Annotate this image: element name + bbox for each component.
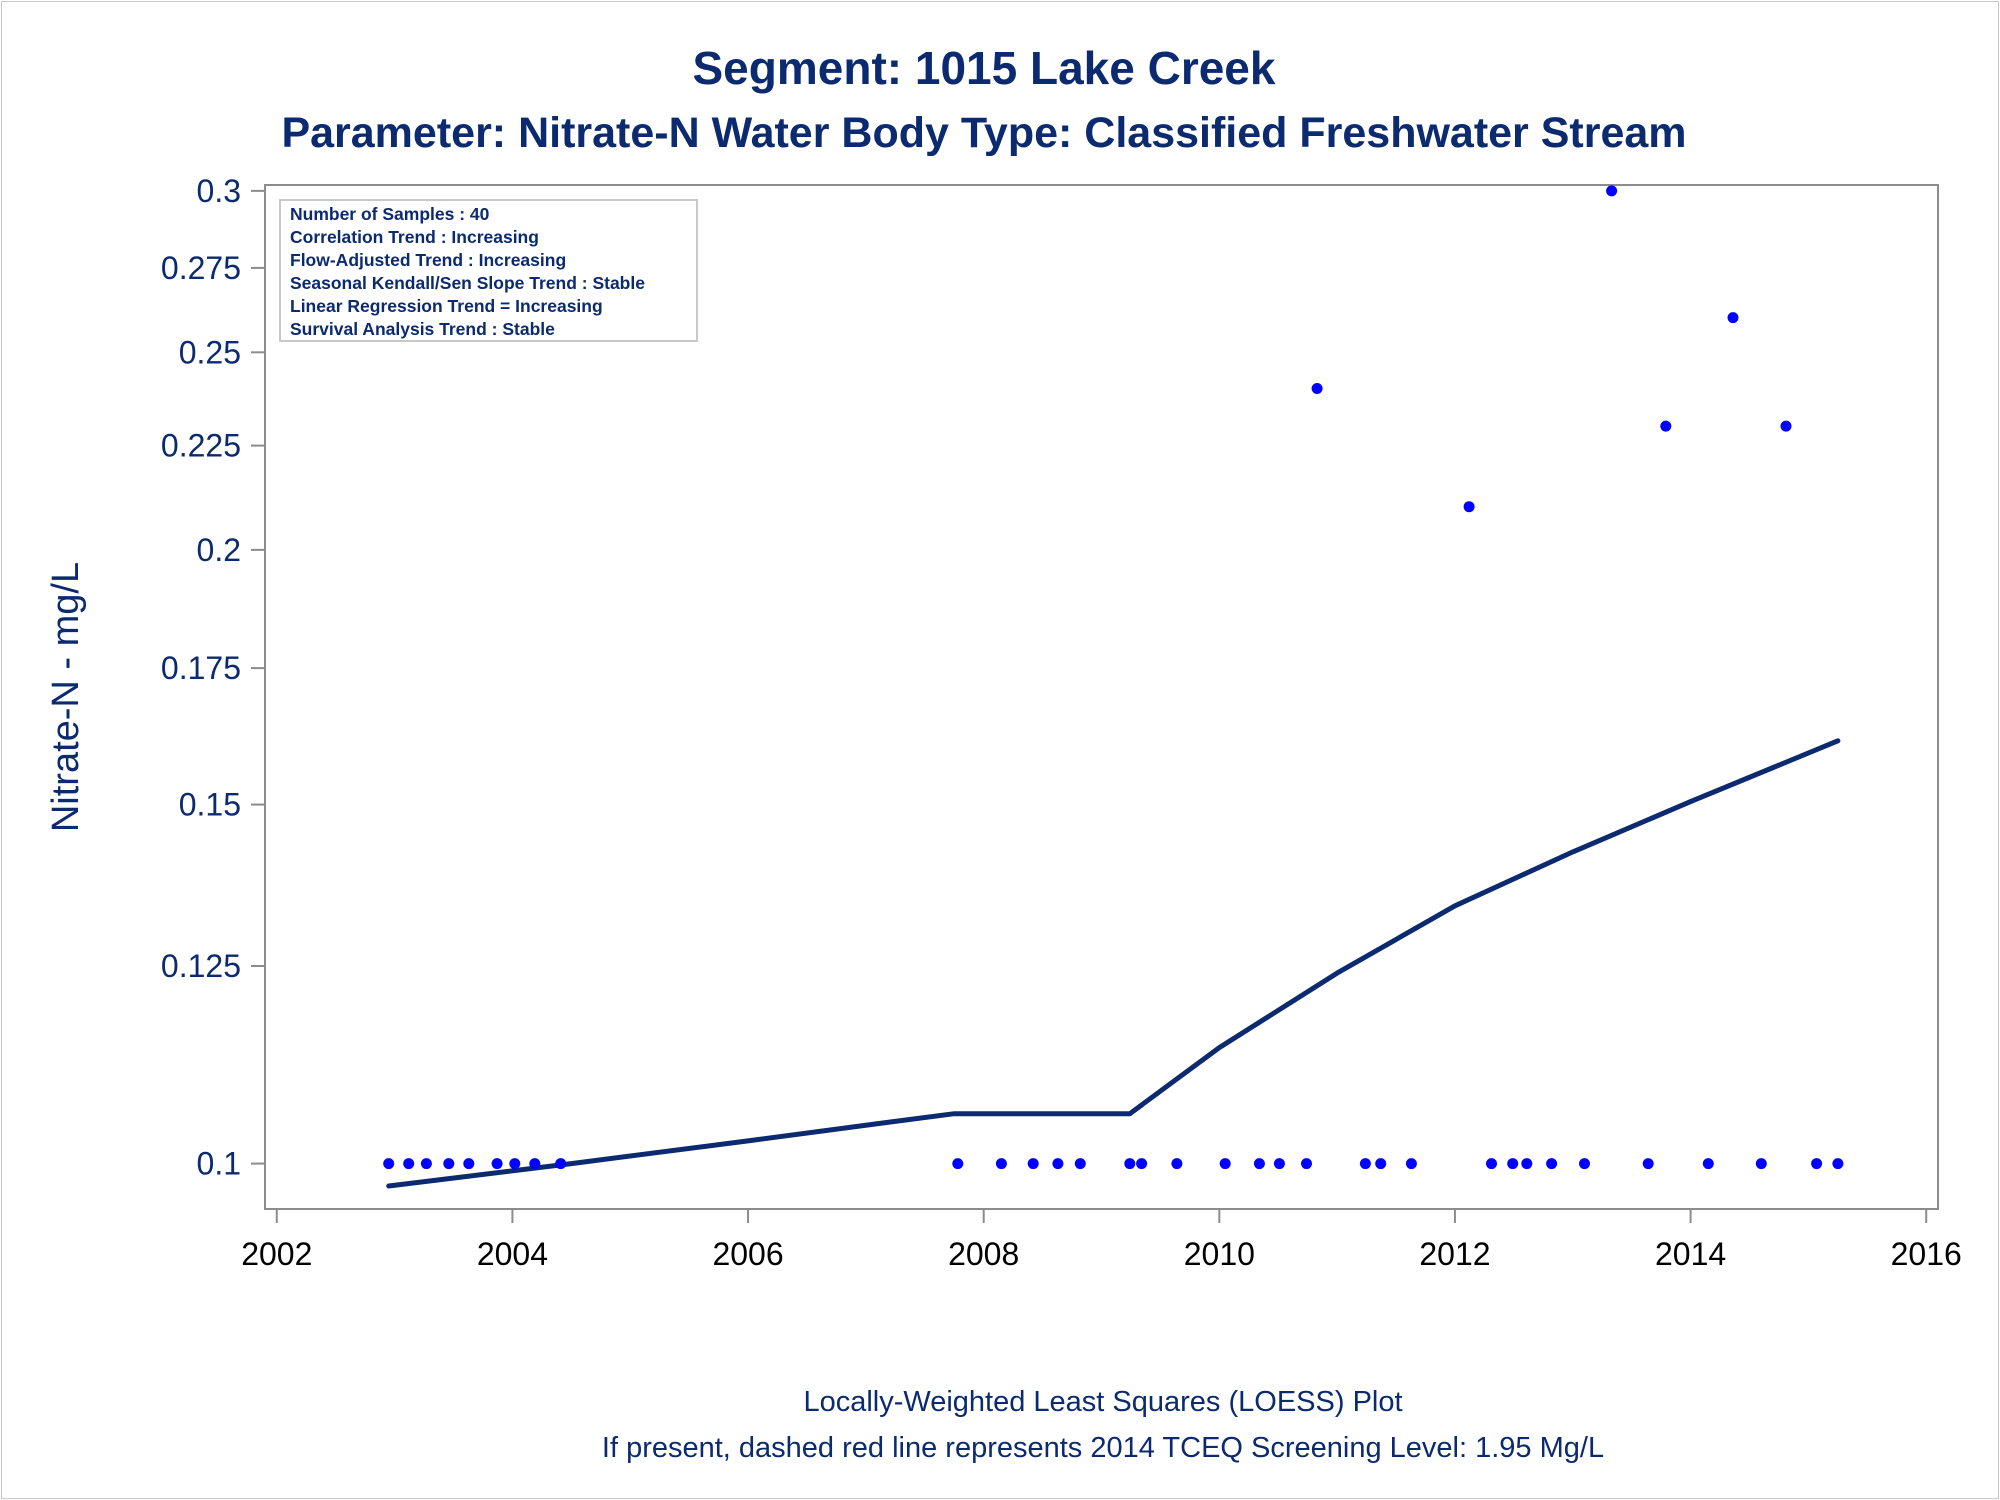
footnote-loess: Locally-Weighted Least Squares (LOESS) P… xyxy=(803,1386,1402,1418)
stats-box: Number of Samples : 40 Correlation Trend… xyxy=(279,199,698,342)
data-point xyxy=(1253,1158,1265,1170)
x-tick-label: 2002 xyxy=(241,1236,312,1272)
x-tick-label: 2012 xyxy=(1419,1236,1490,1272)
stats-line: Flow-Adjusted Trend : Increasing xyxy=(290,250,566,270)
y-tick-label: 0.275 xyxy=(161,250,241,286)
plot-area xyxy=(264,184,1939,1210)
loess-line xyxy=(386,738,1841,1189)
data-point xyxy=(1052,1158,1064,1170)
loess-line-group xyxy=(386,738,1841,1189)
x-tick-label: 2016 xyxy=(1891,1236,1962,1272)
data-point xyxy=(463,1158,475,1170)
data-point xyxy=(1780,420,1792,432)
x-tick-label: 2004 xyxy=(477,1236,548,1272)
data-point xyxy=(1546,1158,1558,1170)
data-point xyxy=(1219,1158,1231,1170)
data-point xyxy=(529,1158,541,1170)
data-point xyxy=(1507,1158,1519,1170)
data-points-group xyxy=(383,185,1844,1170)
data-point xyxy=(1301,1158,1312,1170)
x-axis: 2002 2004 2006 2008 2010 2012 2014 2016 xyxy=(241,1209,1962,1272)
data-point xyxy=(403,1158,415,1170)
stats-line: Seasonal Kendall/Sen Slope Trend : Stabl… xyxy=(290,273,645,293)
data-point xyxy=(1359,1158,1371,1170)
stats-line: Survival Analysis Trend : Stable xyxy=(290,319,555,339)
y-axis-label: Nitrate-N - mg/L xyxy=(45,562,87,832)
data-point xyxy=(1463,501,1475,513)
data-point xyxy=(1521,1158,1533,1170)
data-point xyxy=(1311,383,1323,394)
data-point xyxy=(1811,1158,1823,1170)
data-point xyxy=(1727,312,1739,324)
stats-line: Number of Samples : 40 xyxy=(290,204,490,224)
data-point xyxy=(491,1158,503,1170)
y-tick-label: 0.225 xyxy=(161,428,241,464)
data-point xyxy=(1171,1158,1183,1170)
data-point xyxy=(1486,1158,1497,1170)
y-axis: 0.1 0.125 0.15 0.175 0.2 0.225 0.25 0.275 0.3 xyxy=(161,173,265,1182)
data-point xyxy=(1124,1158,1136,1170)
x-tick-label: 2008 xyxy=(948,1236,1019,1272)
chart-subtitle: Parameter: Nitrate-N Water Body Type: Cl… xyxy=(281,109,1686,157)
data-point xyxy=(1405,1158,1417,1170)
data-point xyxy=(383,1158,395,1170)
data-point xyxy=(1660,420,1672,432)
chart-title: Segment: 1015 Lake Creek xyxy=(693,42,1276,94)
y-tick-label: 0.15 xyxy=(179,787,241,823)
data-point xyxy=(1755,1158,1767,1170)
data-point xyxy=(420,1158,432,1170)
stats-box-border xyxy=(279,199,698,342)
data-point xyxy=(1832,1158,1844,1170)
x-tick-label: 2006 xyxy=(712,1236,783,1272)
stats-line: Linear Regression Trend = Increasing xyxy=(290,296,603,316)
y-tick-label: 0.3 xyxy=(197,173,241,209)
data-point xyxy=(995,1158,1007,1170)
data-point xyxy=(443,1158,455,1170)
data-point xyxy=(1273,1158,1285,1170)
stats-line: Correlation Trend : Increasing xyxy=(290,227,539,247)
data-point xyxy=(1375,1158,1387,1170)
footnote-screening-level: If present, dashed red line represents 2… xyxy=(602,1432,1604,1464)
data-point xyxy=(1702,1158,1714,1170)
data-point xyxy=(1606,185,1618,197)
x-tick-label: 2014 xyxy=(1655,1236,1726,1272)
y-tick-label: 0.1 xyxy=(197,1146,241,1182)
data-point xyxy=(555,1158,567,1170)
data-point xyxy=(1027,1158,1039,1170)
y-tick-label: 0.125 xyxy=(161,948,241,984)
data-point xyxy=(952,1158,964,1170)
y-tick-label: 0.2 xyxy=(197,532,241,568)
x-tick-label: 2010 xyxy=(1184,1236,1255,1272)
data-point xyxy=(1074,1158,1086,1170)
data-point xyxy=(1579,1158,1590,1170)
data-point xyxy=(1136,1158,1148,1170)
y-tick-label: 0.175 xyxy=(161,650,241,686)
y-tick-label: 0.25 xyxy=(179,334,241,370)
data-point xyxy=(1642,1158,1654,1170)
data-point xyxy=(509,1158,521,1170)
